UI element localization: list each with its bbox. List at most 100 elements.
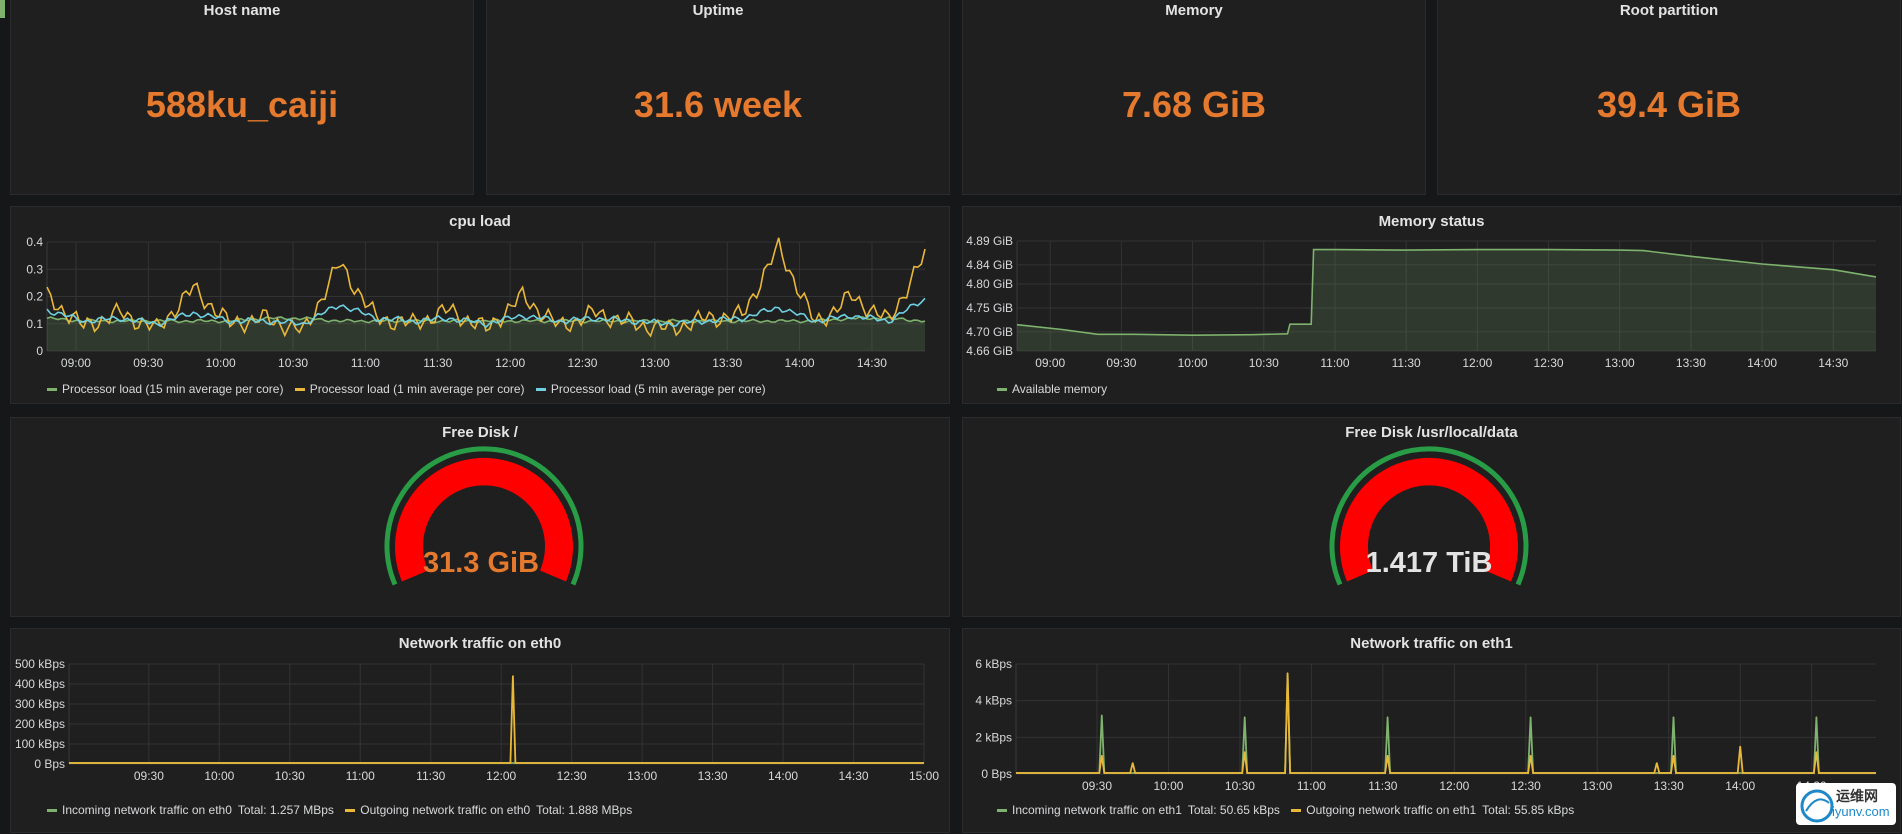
- gauge-outer-ring: [1329, 446, 1529, 586]
- series-line-1min: [46, 237, 926, 338]
- x-tick-label: 13:30: [1654, 779, 1684, 793]
- cpu-load-panel[interactable]: cpu load 0 0.1 0.2 0.3 0.4 09:00 09:30 10:00 10:…: [10, 206, 950, 404]
- x-tick-label: 15:00: [909, 769, 939, 783]
- y-tick-label: 4.75 GiB: [966, 301, 1013, 315]
- x-tick-label: 12:00: [486, 769, 516, 783]
- chart-legend: Incoming network traffic on eth1 Total: 5…: [997, 803, 1582, 817]
- legend-label: Available memory: [1012, 382, 1108, 396]
- network-eth0-chart[interactable]: 0 Bps 100 kBps 200 kBps 300 kBps 400 kBps 500…: [11, 629, 951, 834]
- memory-status-chart[interactable]: 4.66 GiB 4.70 GiB 4.75 GiB 4.80 GiB 4.84 GiB…: [963, 207, 1902, 405]
- stat-value: 7.68 GiB: [1121, 84, 1267, 125]
- x-tick-label: 09:30: [1082, 779, 1112, 793]
- panel-title[interactable]: cpu load: [449, 213, 511, 230]
- legend-swatch: [294, 388, 305, 392]
- legend-item[interactable]: Processor load (5 min average per core): [535, 382, 766, 396]
- x-tick-label: 10:00: [1153, 779, 1183, 793]
- stat-panel-hostname[interactable]: Host name 588ku_caiji: [10, 0, 474, 195]
- x-tick-label: 11:00: [346, 769, 375, 783]
- series-area-available-memory: [1017, 249, 1876, 351]
- free-disk-data-panel[interactable]: Free Disk /usr/local/data 1.417 TiB: [962, 417, 1901, 617]
- legend-item[interactable]: Incoming network traffic on eth1 Total: 5…: [997, 803, 1280, 817]
- y-tick-label: 4.84 GiB: [966, 258, 1013, 272]
- x-tick-label: 11:00: [351, 356, 380, 370]
- x-tick-label: 14:00: [785, 356, 815, 370]
- free-disk-data-gauge: 1.417 TiB: [1329, 446, 1529, 586]
- x-tick-label: 11:00: [1297, 779, 1326, 793]
- y-tick-label: 0.3: [26, 262, 43, 276]
- legend-label: Incoming network traffic on eth0: [62, 803, 232, 817]
- legend-label: Processor load (1 min average per core): [309, 382, 525, 396]
- legend-item[interactable]: Processor load (15 min average per core): [47, 382, 283, 396]
- x-tick-label: 14:00: [1725, 779, 1755, 793]
- x-tick-label: 12:00: [1462, 356, 1492, 370]
- stat-panel-root-partition[interactable]: Root partition 39.4 GiB: [1437, 0, 1901, 195]
- network-eth0-panel[interactable]: Network traffic on eth0 0 Bps 100 kBps 200…: [10, 628, 950, 833]
- panel-title[interactable]: Free Disk /: [442, 424, 518, 441]
- chart-legend: Incoming network traffic on eth0 Total: 1…: [47, 803, 640, 817]
- stat-panel-uptime[interactable]: Uptime 31.6 week: [486, 0, 950, 195]
- stat-panel-memory[interactable]: Memory 7.68 GiB: [962, 0, 1426, 195]
- legend-total: Total: 1.888 MBps: [536, 803, 633, 817]
- legend-total: Total: 1.257 MBps: [237, 803, 334, 817]
- legend-swatch: [345, 809, 356, 813]
- stat-value: 31.6 week: [633, 84, 803, 125]
- x-tick-label: 11:30: [423, 356, 452, 370]
- x-tick-label: 09:30: [1106, 356, 1136, 370]
- free-disk-root-panel[interactable]: Free Disk / 31.3 GiB: [10, 417, 950, 617]
- panel-title[interactable]: Host name: [203, 2, 281, 19]
- network-eth1-panel[interactable]: Network traffic on eth1 0 Bps 2 kBps 4 kBp…: [962, 628, 1901, 833]
- spike-point: [1815, 751, 1818, 753]
- panel-title[interactable]: Memory status: [1378, 213, 1485, 230]
- panel-title[interactable]: Network traffic on eth0: [398, 635, 562, 652]
- x-tick-label: 11:30: [1368, 779, 1397, 793]
- panel-title[interactable]: Memory: [1165, 2, 1223, 19]
- legend-swatch: [47, 809, 57, 813]
- gauge-red-band: [395, 457, 573, 582]
- x-tick-label: 13:30: [698, 769, 728, 783]
- series-line-incoming: [1016, 674, 1876, 774]
- legend-item[interactable]: Available memory: [997, 382, 1107, 396]
- y-tick-label: 0.4: [26, 235, 43, 249]
- legend-label: Processor load (15 min average per core): [62, 382, 284, 396]
- y-tick-label: 100 kBps: [15, 737, 65, 751]
- legend-total: Total: 50.65 kBps: [1187, 803, 1280, 817]
- free-disk-root-gauge: 31.3 GiB: [384, 446, 584, 586]
- spike-point: [1386, 754, 1389, 757]
- x-tick-label: 09:00: [61, 356, 91, 370]
- x-tick-label: 12:00: [495, 356, 525, 370]
- panel-title[interactable]: Network traffic on eth1: [1350, 635, 1513, 652]
- panel-title[interactable]: Root partition: [1619, 2, 1719, 19]
- stat-value: 588ku_caiji: [145, 84, 339, 125]
- spike-point: [1815, 716, 1818, 718]
- y-tick-label: 4.66 GiB: [966, 344, 1013, 358]
- legend-item[interactable]: Outgoing network traffic on eth1 Total: 5…: [1291, 803, 1574, 817]
- legend-item[interactable]: Outgoing network traffic on eth0 Total: 1…: [345, 803, 632, 817]
- panel-title[interactable]: Free Disk /usr/local/data: [1345, 424, 1518, 441]
- legend-item[interactable]: Incoming network traffic on eth0 Total: 1…: [47, 803, 334, 817]
- cpu-load-chart[interactable]: 0 0.1 0.2 0.3 0.4 09:00 09:30 10:00 10:30 11:00 11…: [11, 207, 951, 405]
- x-tick-label: 14:00: [768, 769, 798, 783]
- legend-label: Incoming network traffic on eth1: [1012, 803, 1182, 817]
- x-tick-label: 14:30: [1818, 356, 1848, 370]
- x-tick-label: 13:00: [1582, 779, 1612, 793]
- legend-swatch: [535, 388, 546, 392]
- chart-legend: Available memory: [997, 382, 1115, 396]
- network-eth1-chart[interactable]: 0 Bps 2 kBps 4 kBps 6 kBps 09:30 10:00 10:30 11…: [963, 629, 1902, 834]
- x-tick-label: 10:30: [1225, 779, 1255, 793]
- x-tick-label: 10:00: [206, 356, 236, 370]
- x-tick-label: 13:00: [1605, 356, 1635, 370]
- x-tick-label: 13:00: [640, 356, 670, 370]
- y-tick-label: 400 kBps: [15, 677, 65, 691]
- x-tick-label: 12:30: [1511, 779, 1541, 793]
- y-tick-label: 500 kBps: [15, 657, 65, 671]
- y-tick-label: 4 kBps: [975, 694, 1012, 708]
- panel-title[interactable]: Uptime: [692, 2, 744, 19]
- x-tick-label: 11:30: [416, 769, 445, 783]
- watermark-brand: 运维网: [1836, 788, 1878, 804]
- spike-point: [1739, 745, 1742, 748]
- memory-status-panel[interactable]: Memory status 4.66 GiB 4.70 GiB 4.75 GiB 4.…: [962, 206, 1901, 404]
- legend-label: Outgoing network traffic on eth1: [1306, 803, 1477, 817]
- spike-point: [1529, 716, 1532, 718]
- watermark-logo: 运维网 iyunv.com: [1796, 783, 1896, 825]
- legend-item[interactable]: Processor load (1 min average per core): [294, 382, 525, 396]
